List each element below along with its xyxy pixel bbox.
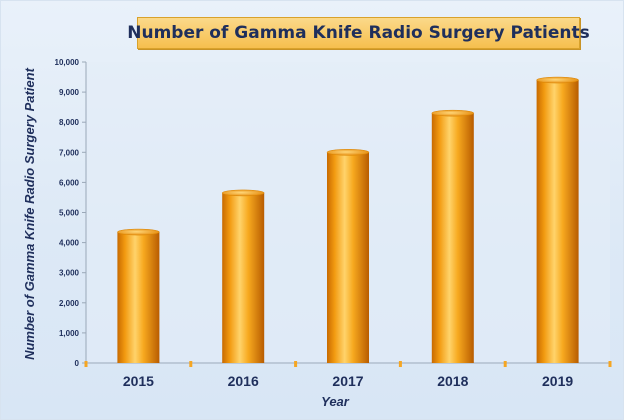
y-tick-label: 0 [75,359,80,368]
x-tick-label: 2016 [228,373,259,389]
y-tick-label: 5,000 [59,209,80,218]
y-tick-label: 7,000 [59,148,80,157]
y-tick-label: 8,000 [59,118,80,127]
x-tick-mark [503,361,507,367]
x-axis-title: Year [321,394,350,409]
chart-title-box: Number of Gamma Knife Radio Surgery Pati… [127,17,590,49]
bar-body [536,80,579,363]
bar-body [117,232,160,363]
x-axis: 2015 2016 2017 2018 2019 [84,361,612,389]
x-tick-label: 2015 [123,373,154,389]
bar [431,109,475,363]
y-tick-label: 1,000 [59,329,80,338]
x-tick-mark [608,361,612,367]
x-tick-label: 2017 [332,373,363,389]
bar-body [222,192,265,363]
y-tick-label: 10,000 [55,58,80,67]
x-tick-mark [84,361,88,367]
x-tick-label: 2019 [542,373,573,389]
bar-body [327,152,369,363]
bar-top [431,109,475,117]
x-tick-mark [398,361,402,367]
bar-top [221,189,265,197]
bar-top [326,149,370,156]
bar [117,228,160,363]
x-tick-label: 2018 [437,373,468,389]
y-axis: 0 1,000 2,000 3,000 4,000 5,000 6,000 7,000 8,00… [55,58,87,368]
y-axis-title: Number of Gamma Knife Radio Surgery Pati… [22,67,37,360]
x-tick-mark [189,361,193,367]
bar-top [117,228,160,236]
bar [326,149,370,363]
bars [117,76,579,363]
bar [536,76,579,363]
y-tick-label: 4,000 [59,239,80,248]
bar-body [431,113,474,363]
y-tick-label: 2,000 [59,299,80,308]
bar-top [536,76,579,84]
chart-title: Number of Gamma Knife Radio Surgery Pati… [127,23,590,43]
x-tick-mark [294,361,298,367]
y-tick-label: 3,000 [59,269,80,278]
y-tick-label: 9,000 [59,88,80,97]
y-tick-label: 6,000 [59,178,80,187]
bar [221,189,265,363]
